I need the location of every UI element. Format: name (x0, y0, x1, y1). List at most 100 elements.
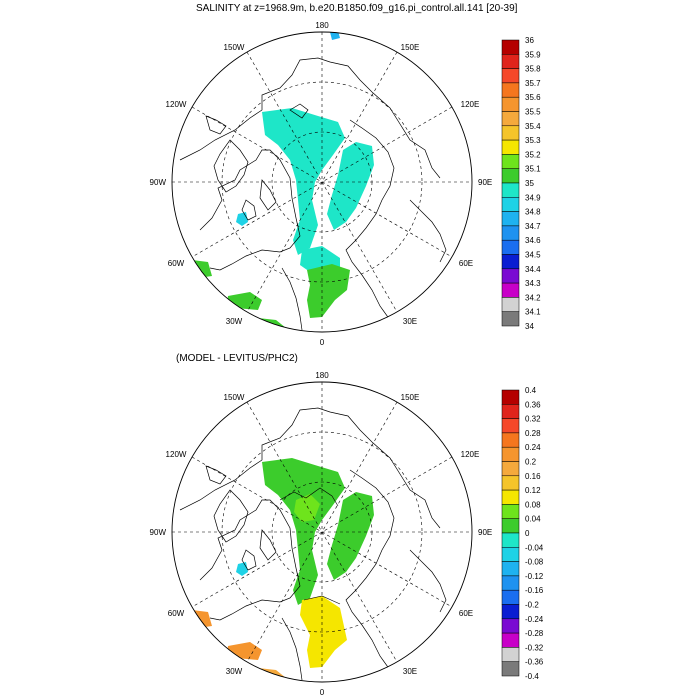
top-colorbar-label: 35.4 (525, 122, 541, 131)
bottom-colorbar-label: 0.24 (525, 443, 541, 452)
top-colorbar-label: 35.2 (525, 150, 541, 159)
bottom-colorbar-label: -0.2 (525, 601, 539, 610)
top-coastlines (179, 57, 447, 331)
top-colorbar-swatch (501, 182, 520, 198)
bottom-colorbar-label: 0.16 (525, 472, 541, 481)
top-colorbar-label: 34.1 (525, 308, 541, 317)
bottom-colorbar-label: 0.2 (525, 458, 537, 467)
bottom-colorbar-swatch (501, 489, 520, 505)
top-lon-label-60w: 60W (168, 259, 185, 268)
top-colorbar-swatch (501, 68, 520, 84)
top-colorbar-swatch (501, 254, 520, 270)
top-colorbar-swatch (501, 82, 520, 98)
top-colorbar-swatch (501, 111, 520, 127)
bottom-colorbar-label: 0.12 (525, 486, 541, 495)
bottom-colorbar-swatch (501, 532, 520, 548)
top-colorbar-label: 36 (525, 36, 534, 45)
top-colorbar-swatch (501, 311, 520, 327)
bottom-polar-map: 180 0 90W 90E 150W 120W 150E 120E 60W 30… (150, 371, 493, 697)
top-lon-label-0: 0 (320, 338, 325, 347)
top-polar-map: 180 0 90W 90E 150W 120W 150E 120E 60W 30… (150, 21, 493, 347)
top-lon-label-30w: 30W (226, 317, 243, 326)
top-colorbar-label: 34.9 (525, 193, 541, 202)
bottom-colorbar-swatch (501, 632, 520, 648)
bottom-colorbar-label: -0.4 (525, 672, 539, 681)
bottom-colorbar-label: 0.36 (525, 400, 541, 409)
top-colorbar-swatch (501, 96, 520, 112)
top-colorbar-swatch (501, 282, 520, 298)
top-map-title: SALINITY at z=1968.9m, b.e20.B1850.f09_g… (196, 3, 518, 14)
bottom-colorbar-swatch (501, 475, 520, 491)
top-colorbar-swatch (501, 168, 520, 184)
bottom-colorbar-swatch (501, 547, 520, 562)
bottom-lon-label-120w: 120W (166, 450, 187, 459)
top-colorbar-label: 35.3 (525, 136, 541, 145)
bottom-colorbar-swatch (501, 661, 520, 677)
top-colorbar-swatch (501, 139, 520, 155)
top-lon-label-30e: 30E (403, 317, 417, 326)
bottom-lon-label-30w: 30W (226, 667, 243, 676)
top-colorbar-label: 35.7 (525, 79, 541, 88)
bottom-colorbar-label: -0.16 (525, 586, 544, 595)
bottom-colorbar-swatch (501, 575, 520, 591)
bottom-colorbar-label: 0 (525, 529, 530, 538)
bottom-colorbar-swatch (501, 518, 520, 534)
top-lon-label-120e: 120E (461, 100, 480, 109)
bottom-colorbar-swatch (501, 461, 520, 477)
top-colorbar-label: 35.8 (525, 65, 541, 74)
top-colorbar-label: 34.2 (525, 293, 541, 302)
top-colorbar-label: 35.5 (525, 108, 541, 117)
bottom-lon-label-180: 180 (315, 371, 329, 380)
bottom-contour-lines (279, 487, 341, 605)
bottom-colorbar-label: -0.32 (525, 643, 544, 652)
bottom-colorbar-label: -0.04 (525, 543, 544, 552)
bottom-colorbar-label: 0.32 (525, 415, 541, 424)
bottom-colorbar: 0.4 0.36 0.32 0.28 0.24 0.2 0.16 0.12 0.08 0.04 0 -… (501, 386, 544, 681)
bottom-colorbar-swatch (501, 604, 520, 620)
top-colorbar: 36 35.9 35.8 35.7 35.6 35.5 35.4 35.3 35.2 35.1 35… (501, 36, 541, 331)
top-colorbar-label: 35.6 (525, 93, 541, 102)
bottom-colorbar-swatch (501, 561, 520, 577)
top-colorbar-label: 34.7 (525, 222, 541, 231)
bottom-colorbar-label: -0.28 (525, 629, 544, 638)
bottom-lon-label-120e: 120E (461, 450, 480, 459)
bottom-map-title: (MODEL - LEVITUS/PHC2) (176, 353, 298, 364)
top-colorbar-swatch (501, 54, 520, 69)
bottom-colorbar-swatch (501, 589, 520, 605)
bottom-colorbar-swatch (501, 432, 520, 448)
top-colorbar-label: 34.8 (525, 208, 541, 217)
bottom-lon-label-150w: 150W (224, 393, 245, 402)
top-lon-label-180: 180 (315, 21, 329, 30)
top-colorbar-label: 35.1 (525, 165, 541, 174)
top-lon-label-120w: 120W (166, 100, 187, 109)
bottom-colorbar-swatch (501, 647, 520, 662)
top-lon-label-90e: 90E (478, 178, 492, 187)
top-colorbar-swatch (501, 211, 520, 227)
bottom-colorbar-label: -0.08 (525, 558, 544, 567)
top-lon-label-150w: 150W (224, 43, 245, 52)
top-colorbar-label: 34.3 (525, 279, 541, 288)
bottom-colorbar-swatch (501, 389, 520, 405)
bottom-colorbar-swatch (501, 618, 520, 634)
bottom-colorbar-swatch (501, 418, 520, 434)
bottom-lon-label-150e: 150E (401, 393, 420, 402)
top-salinity-field (192, 32, 374, 330)
bottom-colorbar-swatch (501, 446, 520, 462)
bottom-colorbar-label: 0.08 (525, 500, 541, 509)
bottom-colorbar-label: 0.04 (525, 515, 541, 524)
bottom-graticule (172, 382, 472, 682)
top-colorbar-swatch (501, 268, 520, 284)
top-colorbar-label: 34.4 (525, 265, 541, 274)
top-colorbar-swatch (501, 154, 520, 169)
top-colorbar-label: 34.6 (525, 236, 541, 245)
bottom-colorbar-label: -0.36 (525, 658, 544, 667)
top-colorbar-label: 34 (525, 322, 534, 331)
top-graticule (172, 32, 472, 332)
top-colorbar-swatch (501, 297, 520, 312)
top-colorbar-swatch (501, 225, 520, 241)
top-colorbar-swatch (501, 239, 520, 255)
bottom-lon-label-30e: 30E (403, 667, 417, 676)
bottom-colorbar-label: 0.4 (525, 386, 537, 395)
bottom-colorbar-swatch (501, 504, 520, 519)
